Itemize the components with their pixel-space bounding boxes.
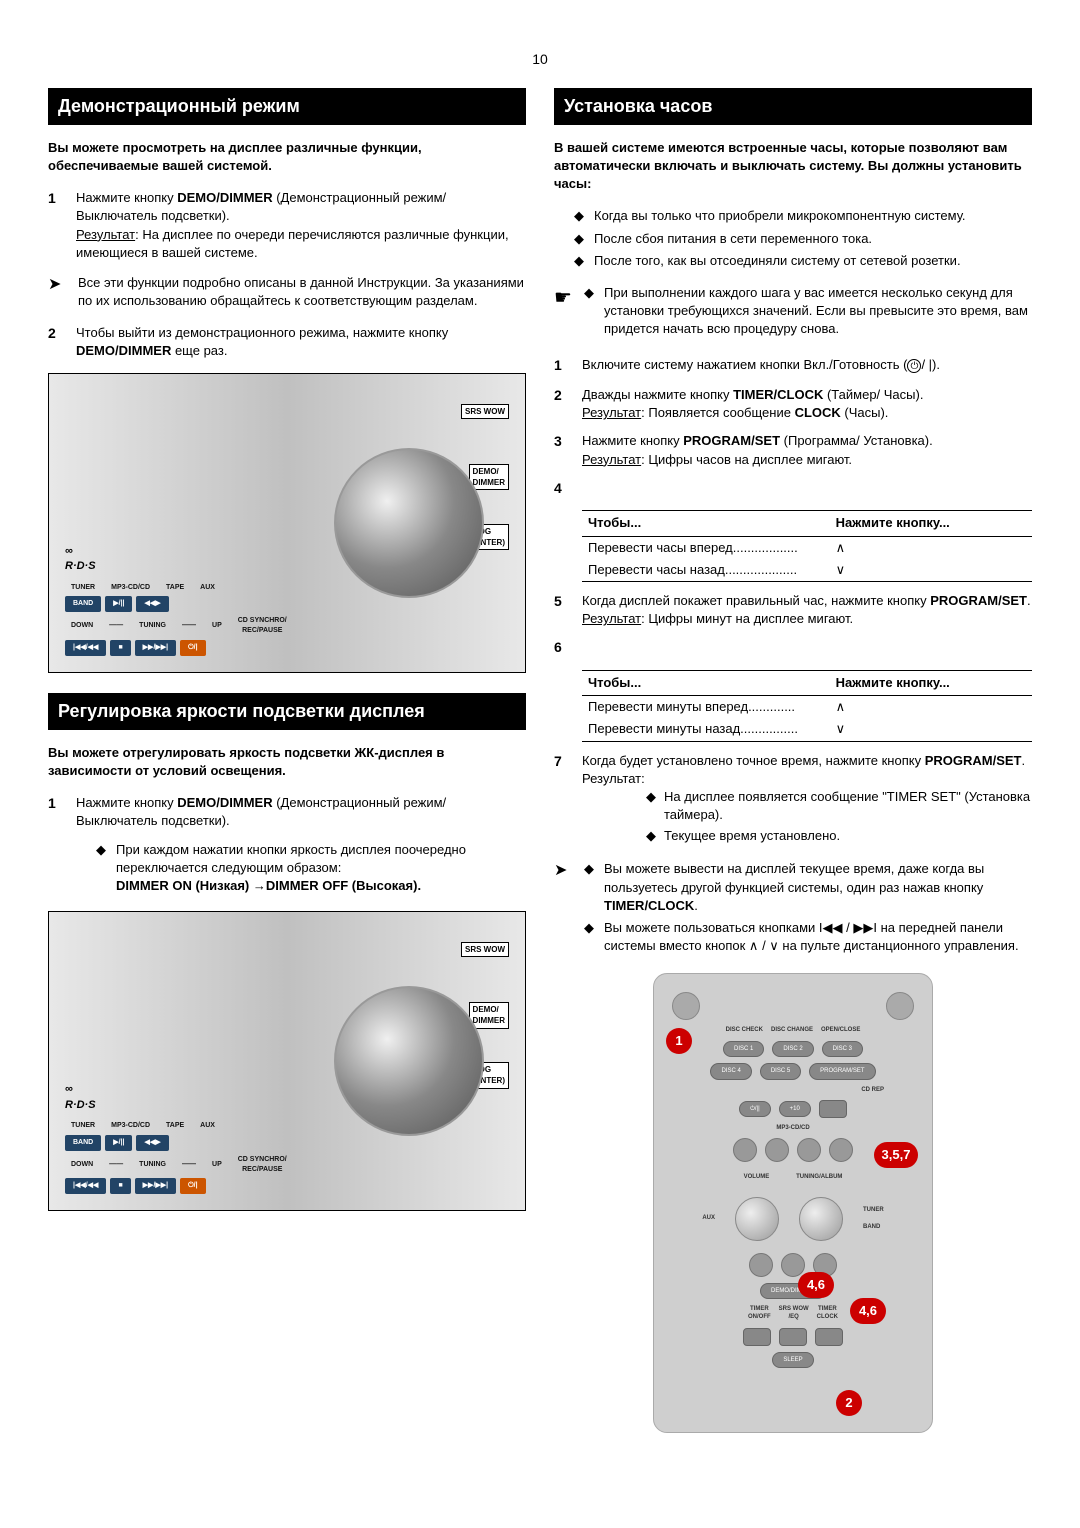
device-illustration-2: ∞R·D·S TUNER MP3-CD/CD TAPE AUX BAND ▶/|…	[48, 911, 526, 1211]
callout-357: 3,5,7	[874, 1142, 918, 1168]
rds-logo: ∞R·D·S	[65, 544, 298, 575]
callout-46b: 4,6	[850, 1298, 886, 1324]
page-number: 10	[48, 50, 1032, 70]
remote-mute-button	[886, 992, 914, 1020]
demo-note-arrow: ➤ Все эти функции подробно описаны в дан…	[48, 274, 526, 310]
left-column: Демонстрационный режим Вы можете просмот…	[48, 88, 526, 1434]
clock-step-5: 5 Когда дисплей покажет правильный час, …	[554, 592, 1032, 628]
section-demo-title: Демонстрационный режим	[48, 88, 526, 125]
clock-bullet: ◆После того, как вы отсоединяли систему …	[574, 252, 1032, 270]
jog-dial	[334, 448, 484, 598]
callout-2: 2	[836, 1390, 862, 1416]
clock-step-3: 3 Нажмите кнопку PROGRAM/SET (Программа/…	[554, 432, 1032, 468]
callout-46a: 4,6	[798, 1272, 834, 1298]
clock-pointer-note: ☛ ◆При выполнении каждого шага у вас име…	[554, 284, 1032, 343]
rds-logo-2: ∞R·D·S	[65, 1082, 298, 1113]
dimmer-intro: Вы можете отрегулировать яркость подсвет…	[48, 744, 526, 780]
clock-step-1: 1 Включите систему нажатием кнопки Вкл./…	[554, 356, 1032, 376]
right-column: Установка часов В вашей системе имеются …	[554, 88, 1032, 1434]
section-clock-title: Установка часов	[554, 88, 1032, 125]
jog-dial-2	[334, 986, 484, 1136]
remote-illustration: DISC CHECKDISC CHANGEOPEN/CLOSE DISC 1DI…	[653, 973, 933, 1433]
table-minutes: Чтобы... Нажмите кнопку... Перевести мин…	[582, 670, 1032, 742]
device-illustration-1: ∞R·D·S TUNER MP3-CD/CD TAPE AUX BAND ▶/|…	[48, 373, 526, 673]
power-icon: ⏻	[907, 359, 921, 373]
demo-step-1: 1 Нажмите кнопку DEMO/DIMMER (Демонстрац…	[48, 189, 526, 262]
clock-step-6: 6	[554, 638, 1032, 658]
arrow-icon: ➤	[48, 274, 68, 296]
arrow-icon: ➤	[554, 860, 574, 882]
section-dimmer-title: Регулировка яркости подсветки дисплея	[48, 693, 526, 730]
pointer-icon: ☛	[554, 284, 574, 312]
clock-bullet: ◆После сбоя питания в сети переменного т…	[574, 230, 1032, 248]
clock-bullet: ◆Когда вы только что приобрели микрокомп…	[574, 207, 1032, 225]
demo-intro: Вы можете просмотреть на дисплее различн…	[48, 139, 526, 175]
clock-note-arrow: ➤ ◆Вы можете вывести на дисплей текущее …	[554, 860, 1032, 959]
remote-power-button	[672, 992, 700, 1020]
table-hours: Чтобы... Нажмите кнопку... Перевести час…	[582, 510, 1032, 582]
clock-step-4: 4	[554, 479, 1032, 499]
dimmer-step-1: 1 Нажмите кнопку DEMO/DIMMER (Демонстрац…	[48, 794, 526, 899]
clock-intro: В вашей системе имеются встроенные часы,…	[554, 139, 1032, 194]
demo-step-2: 2 Чтобы выйти из демонстрационного режим…	[48, 324, 526, 360]
clock-step-2: 2 Дважды нажмите кнопку TIMER/CLOCK (Тай…	[554, 386, 1032, 422]
clock-step-7: 7 Когда будет установлено точное время, …	[554, 752, 1032, 849]
